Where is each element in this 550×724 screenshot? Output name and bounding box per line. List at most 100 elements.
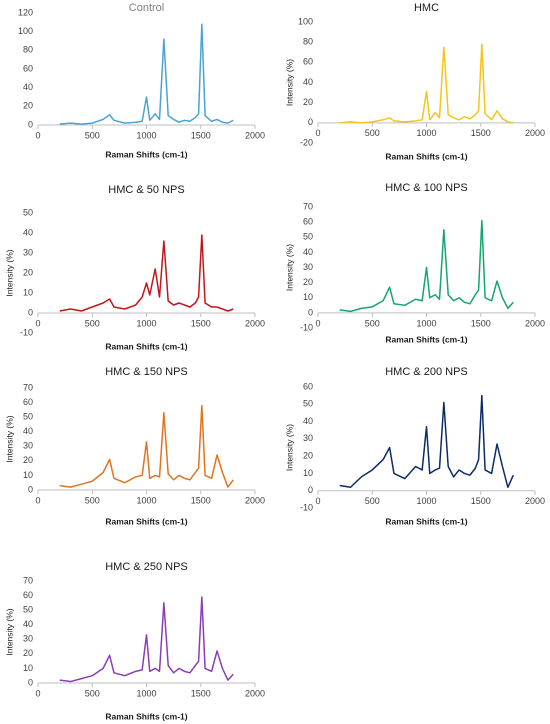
x-tick-label: 1000 xyxy=(136,318,156,328)
y-tick-label: 30 xyxy=(23,247,33,257)
data-line xyxy=(59,234,234,312)
y-tick-label: 70 xyxy=(23,382,33,392)
x-tick-label: 1500 xyxy=(191,688,211,698)
y-tick-label: 10 xyxy=(23,470,33,480)
x-tick-label: 1500 xyxy=(191,318,211,328)
y-tick-label: 20 xyxy=(23,455,33,465)
y-tick-label: -20 xyxy=(300,137,313,147)
x-tick-label: 500 xyxy=(365,496,380,506)
x-tick-label: 2000 xyxy=(525,128,545,138)
y-tick-label: 50 xyxy=(303,399,313,409)
y-tick-label: 10 xyxy=(303,468,313,478)
x-tick-label: 1000 xyxy=(416,318,436,328)
x-tick-label: 1000 xyxy=(136,688,156,698)
y-tick-label: 0 xyxy=(308,485,313,495)
x-axis-label: Raman Shifts (cm-1) xyxy=(105,341,187,351)
x-tick-label: 0 xyxy=(35,318,40,328)
y-tick-label: 10 xyxy=(23,663,33,673)
y-tick-label: 40 xyxy=(23,227,33,237)
data-line xyxy=(339,219,514,313)
x-tick-label: 500 xyxy=(85,130,100,140)
x-axis-label: Raman Shifts (cm-1) xyxy=(105,149,187,159)
y-tick-label: -10 xyxy=(300,322,313,332)
x-tick-label: 2000 xyxy=(245,318,265,328)
y-tick-label: 60 xyxy=(23,63,33,73)
chart-title: HMC & 50 NPS xyxy=(108,184,184,196)
x-tick-label: 1000 xyxy=(136,130,156,140)
y-tick-label: 0 xyxy=(308,307,313,317)
y-tick-label: 10 xyxy=(23,287,33,297)
y-axis-label: Intensity (%) xyxy=(4,608,14,655)
y-tick-label: 50 xyxy=(23,605,33,615)
x-axis-label: Raman Shifts (cm-1) xyxy=(105,711,187,721)
x-tick-label: 2000 xyxy=(525,318,545,328)
x-tick-label: 1500 xyxy=(191,495,211,505)
x-tick-label: 0 xyxy=(315,128,320,138)
y-tick-label: 60 xyxy=(303,381,313,391)
chart-title: HMC & 150 NPS xyxy=(105,366,188,378)
y-tick-label: 120 xyxy=(18,7,33,17)
y-tick-label: 80 xyxy=(303,37,313,47)
x-tick-label: 0 xyxy=(35,495,40,505)
y-tick-label: 60 xyxy=(303,217,313,227)
x-axis-label: Raman Shifts (cm-1) xyxy=(385,334,467,344)
x-tick-label: 0 xyxy=(315,496,320,506)
y-tick-label: 40 xyxy=(23,426,33,436)
y-tick-label: 100 xyxy=(298,16,313,26)
y-tick-label: 0 xyxy=(28,484,33,494)
y-tick-label: 20 xyxy=(303,97,313,107)
y-tick-label: 20 xyxy=(23,267,33,277)
x-tick-label: 2000 xyxy=(245,688,265,698)
x-tick-label: 1000 xyxy=(416,128,436,138)
x-tick-label: 2000 xyxy=(245,495,265,505)
y-tick-label: 0 xyxy=(28,677,33,687)
data-line xyxy=(339,394,514,489)
y-axis-label: Intensity (%) xyxy=(4,415,14,462)
y-tick-label: 40 xyxy=(23,82,33,92)
x-tick-label: 2000 xyxy=(525,496,545,506)
x-tick-label: 500 xyxy=(85,688,100,698)
x-tick-label: 500 xyxy=(365,128,380,138)
x-tick-label: 0 xyxy=(35,130,40,140)
y-tick-label: -10 xyxy=(20,327,33,337)
y-tick-label: 40 xyxy=(303,77,313,87)
y-tick-label: 40 xyxy=(303,247,313,257)
y-tick-label: 10 xyxy=(303,292,313,302)
y-tick-label: 30 xyxy=(23,441,33,451)
x-tick-label: 1000 xyxy=(136,495,156,505)
y-axis-label: Intensity (%) xyxy=(284,424,294,471)
x-axis-label: Raman Shifts (cm-1) xyxy=(385,516,467,526)
y-tick-label: 30 xyxy=(303,433,313,443)
y-tick-label: 0 xyxy=(28,307,33,317)
y-tick-label: 20 xyxy=(303,277,313,287)
y-tick-label: 0 xyxy=(308,117,313,127)
y-tick-label: 40 xyxy=(23,619,33,629)
y-tick-label: 20 xyxy=(303,451,313,461)
y-tick-label: 50 xyxy=(23,207,33,217)
x-tick-label: 1500 xyxy=(471,496,491,506)
x-tick-label: 500 xyxy=(85,318,100,328)
x-tick-label: 1500 xyxy=(471,318,491,328)
chart-title: HMC & 250 NPS xyxy=(105,561,188,573)
y-tick-label: 20 xyxy=(23,101,33,111)
data-line xyxy=(59,596,234,683)
y-tick-label: -10 xyxy=(300,502,313,512)
y-tick-label: 70 xyxy=(303,201,313,211)
data-line xyxy=(59,404,234,488)
x-axis-label: Raman Shifts (cm-1) xyxy=(385,151,467,161)
y-tick-label: 100 xyxy=(18,26,33,36)
y-tick-label: 60 xyxy=(23,397,33,407)
y-tick-label: 30 xyxy=(303,262,313,272)
x-tick-label: 1000 xyxy=(416,496,436,506)
x-tick-label: 1500 xyxy=(471,128,491,138)
chart-title: Control xyxy=(129,2,164,14)
y-tick-label: 40 xyxy=(303,416,313,426)
y-tick-label: 20 xyxy=(23,648,33,658)
y-tick-label: 60 xyxy=(303,57,313,67)
y-axis-label: Intensity (%) xyxy=(4,249,14,296)
y-tick-label: 70 xyxy=(23,575,33,585)
x-tick-label: 500 xyxy=(365,318,380,328)
x-tick-label: 0 xyxy=(35,688,40,698)
